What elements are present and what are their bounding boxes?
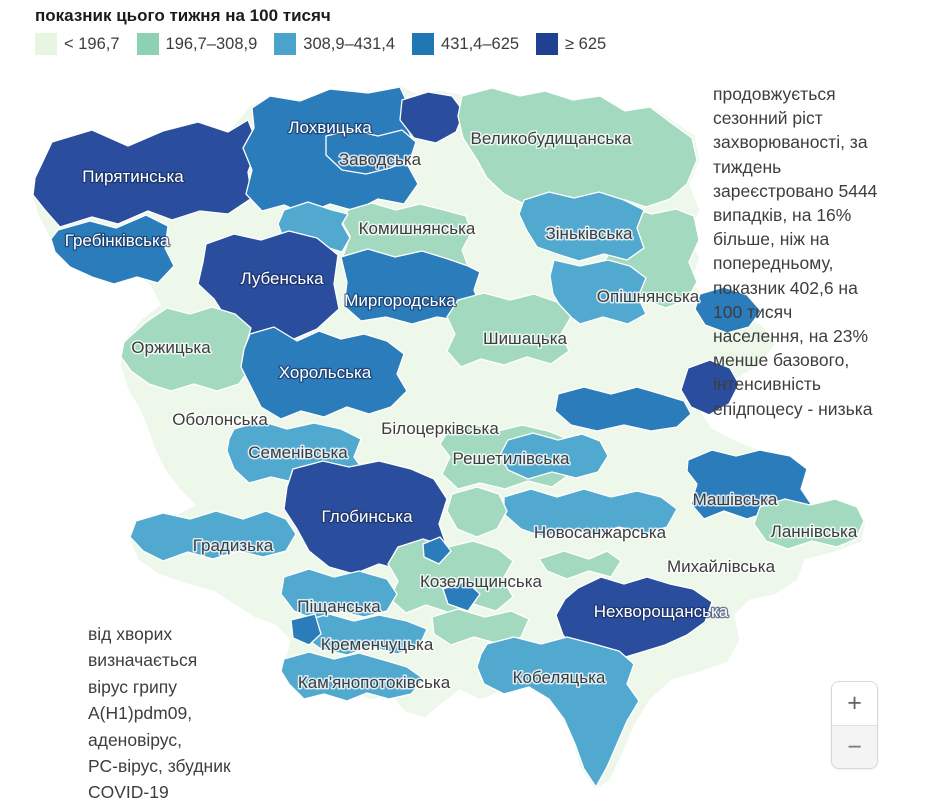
legend-label: 308,9–431,4 bbox=[303, 34, 396, 53]
map-region[interactable] bbox=[549, 259, 647, 325]
map-region[interactable] bbox=[680, 359, 740, 416]
legend-swatch bbox=[536, 33, 559, 55]
map-region[interactable] bbox=[554, 386, 692, 432]
map-region[interactable] bbox=[446, 292, 572, 368]
region-label: Глобинська bbox=[321, 507, 413, 526]
legend-label: < 196,7 bbox=[64, 34, 120, 53]
legend-label: 431,4–625 bbox=[441, 34, 520, 53]
summary-annotation: продовжується сезонний ріст захворюванос… bbox=[713, 84, 878, 419]
region-label: Ланнівська bbox=[771, 522, 858, 541]
map-region[interactable] bbox=[499, 432, 609, 480]
legend-item: 196,7–308,9 bbox=[136, 33, 258, 55]
region-label: Кам'янопотоківська bbox=[298, 673, 451, 692]
map-region[interactable] bbox=[457, 87, 698, 212]
map-region[interactable] bbox=[555, 576, 713, 666]
legend-item: ≥ 625 bbox=[536, 33, 606, 55]
region-label: Пирятинська bbox=[82, 167, 184, 186]
legend-item: 308,9–431,4 bbox=[274, 33, 395, 55]
zoom-in-button[interactable]: + bbox=[832, 682, 877, 725]
legend-swatch bbox=[412, 33, 435, 55]
map-region[interactable] bbox=[431, 608, 530, 646]
region-label: Заводська bbox=[339, 150, 422, 169]
map-region[interactable] bbox=[503, 488, 678, 538]
zoom-out-button[interactable]: − bbox=[832, 725, 877, 768]
page-title: показник цього тижня на 100 тисяч bbox=[35, 6, 331, 25]
map-region[interactable] bbox=[476, 636, 640, 788]
map-region[interactable] bbox=[290, 613, 322, 646]
region-label: Михайлівська bbox=[667, 557, 776, 576]
region-label: Білоцерківська bbox=[381, 419, 499, 438]
map-region[interactable] bbox=[538, 550, 622, 580]
region-label: Оболонська bbox=[172, 410, 268, 429]
map-region[interactable] bbox=[303, 613, 428, 656]
map-region[interactable] bbox=[197, 230, 340, 340]
map-region[interactable] bbox=[442, 580, 481, 612]
legend-label: 196,7–308,9 bbox=[165, 34, 258, 53]
virus-annotation: від хворих визначається вірус грипу A(H1… bbox=[88, 624, 231, 803]
region-label: Новосанжарська bbox=[534, 523, 667, 542]
region-label: Оржицька bbox=[131, 338, 211, 357]
region-label: Комишнянська bbox=[359, 219, 476, 238]
map-region[interactable] bbox=[753, 498, 865, 550]
region-label: Козельщинська bbox=[420, 572, 542, 591]
legend-item: < 196,7 bbox=[35, 33, 120, 55]
map-region[interactable] bbox=[694, 286, 762, 334]
region-label: Решетилівська bbox=[452, 449, 570, 468]
map-region[interactable] bbox=[129, 510, 297, 562]
region-label: Нехворощанська bbox=[594, 602, 729, 621]
map-region[interactable] bbox=[50, 214, 175, 285]
map-region[interactable] bbox=[280, 568, 398, 620]
map-region[interactable] bbox=[399, 91, 465, 144]
region-label: Кременчуцька bbox=[321, 635, 434, 654]
map-region[interactable] bbox=[446, 486, 508, 538]
region-label: Семенівська bbox=[248, 443, 348, 462]
region-label: Кобеляцька bbox=[513, 668, 606, 687]
legend-swatch bbox=[136, 33, 159, 55]
legend-item: 431,4–625 bbox=[412, 33, 519, 55]
map-region[interactable] bbox=[518, 191, 645, 262]
region-label: Шишацька bbox=[483, 329, 568, 348]
zoom-controls: + − bbox=[831, 681, 878, 769]
region-label: Зіньківська bbox=[546, 224, 634, 243]
region-label: Гребінківська bbox=[65, 231, 170, 250]
region-label: Миргородська bbox=[344, 291, 456, 310]
region-label: Великобудищанська bbox=[471, 129, 632, 148]
region-label: Опішнянська bbox=[597, 287, 700, 306]
map-region[interactable] bbox=[422, 536, 452, 565]
legend-label: ≥ 625 bbox=[565, 34, 607, 53]
region-label: Хорольська bbox=[279, 363, 372, 382]
map-region[interactable] bbox=[325, 129, 417, 175]
region-label: Лохвицька bbox=[288, 118, 372, 137]
region-label: Лубенська bbox=[240, 269, 324, 288]
map-region[interactable] bbox=[280, 651, 425, 702]
legend: < 196,7 196,7–308,9 308,9–431,4 431,4–625 ≥ … bbox=[35, 33, 606, 55]
legend-swatch bbox=[35, 33, 57, 55]
region-label: Машівська bbox=[693, 490, 778, 509]
legend-swatch bbox=[274, 33, 297, 55]
region-label: Градизька bbox=[193, 536, 274, 555]
map-region[interactable] bbox=[240, 326, 408, 420]
region-label: Піщанська bbox=[297, 597, 381, 616]
